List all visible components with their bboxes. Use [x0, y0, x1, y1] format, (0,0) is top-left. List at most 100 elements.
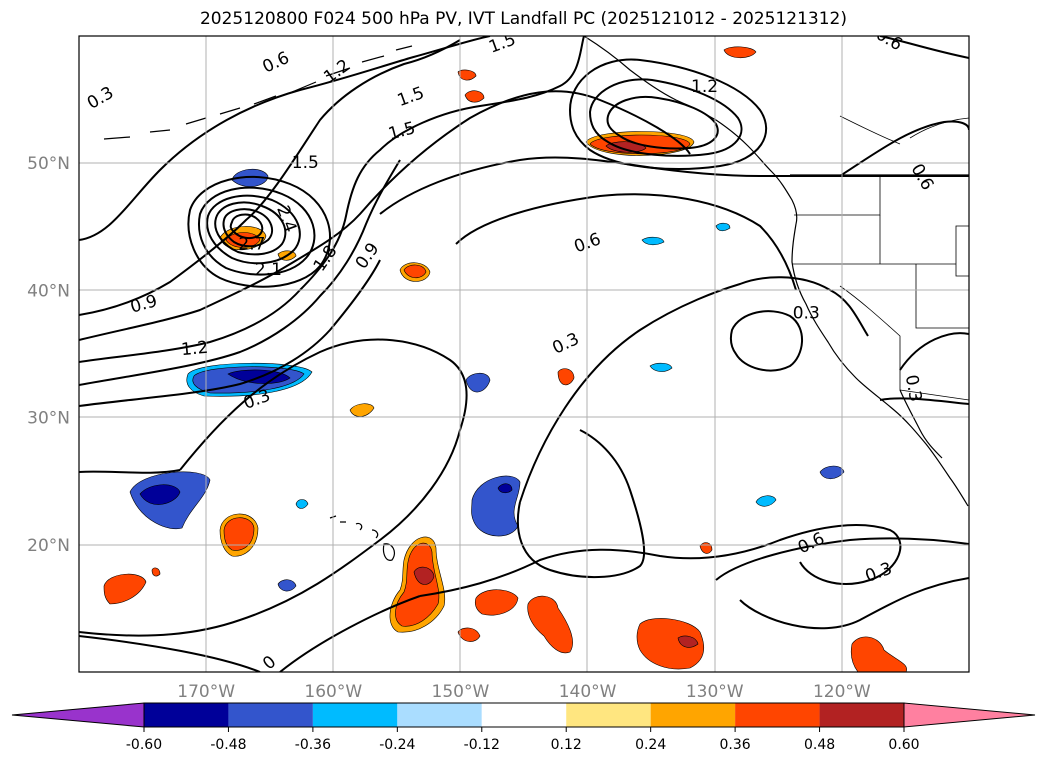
colorbar-tick-label: 0.24	[635, 737, 666, 753]
gridlines	[79, 36, 969, 672]
contour-line	[516, 429, 646, 578]
colorbar-segments	[143, 702, 905, 728]
us-west-coast	[791, 223, 969, 507]
positive-anomaly-patch	[557, 368, 575, 386]
contour-line	[279, 595, 421, 672]
positive-anomaly-patch	[151, 567, 161, 577]
negative-anomaly-patch	[497, 483, 513, 494]
colorbar-segment	[397, 703, 482, 727]
plot-area	[79, 36, 969, 672]
positive-anomaly-patch	[457, 69, 477, 81]
colorbar-segment	[819, 703, 904, 727]
colorbar-tick-label: 0.12	[551, 737, 582, 753]
contour-line	[519, 276, 869, 503]
contour-line	[79, 259, 381, 407]
contour-line	[455, 193, 797, 291]
lat-tick-label: 30°N	[27, 409, 70, 429]
negative-anomaly-patch	[465, 372, 491, 393]
colorbar-tick-label: -0.60	[126, 737, 162, 753]
contour-value-label: 2.1	[255, 260, 282, 280]
contour-line	[229, 213, 264, 240]
colorbar-segment	[481, 703, 567, 727]
contour-line	[715, 537, 969, 581]
colorbar-tick-label: -0.36	[295, 737, 331, 753]
negative-anomaly-patch	[231, 168, 269, 187]
contour-line	[729, 310, 804, 372]
state-border	[839, 285, 901, 390]
contour-line	[879, 36, 969, 59]
contour-line	[79, 36, 585, 363]
contour-line	[588, 78, 743, 157]
colorbar-tick-label: 0.60	[888, 737, 919, 753]
positive-anomaly-patch	[349, 403, 375, 417]
colorbar-segment	[228, 703, 313, 727]
negative-anomaly-patch	[295, 499, 309, 509]
contour-line	[879, 397, 969, 405]
positive-anomaly-patch	[850, 636, 907, 672]
contour-line	[79, 39, 461, 316]
colorbar-tick-label: -0.48	[210, 737, 246, 753]
latitude-labels: 20°N 30°N 40°N 50°N	[27, 154, 70, 556]
contour-value-label: 0.3	[901, 373, 925, 403]
state-border	[915, 264, 969, 329]
negative-anomaly-patch	[819, 465, 845, 480]
colorbar-segment	[144, 703, 229, 727]
positive-anomaly-patch	[464, 90, 485, 103]
lon-tick-label: 160°W	[304, 682, 362, 702]
baja-coast	[899, 389, 943, 459]
state-border	[955, 225, 969, 277]
contour-line	[79, 36, 491, 241]
pv-contours	[79, 36, 969, 672]
contour-value-label: 1.2	[691, 77, 718, 97]
contour-value-label: 1.5	[292, 153, 319, 173]
lon-tick-label: 130°W	[686, 682, 744, 702]
us-mexico-border	[899, 389, 969, 401]
contour-value-label: 0.3	[793, 303, 820, 323]
contour-line	[214, 201, 287, 256]
colorbar-segment	[566, 703, 651, 727]
contour-value-label: 1.2	[180, 338, 209, 360]
contour-line	[222, 208, 274, 248]
positive-anomaly-patch	[223, 517, 255, 551]
contour-line	[79, 159, 401, 386]
lat-tick-label: 20°N	[27, 536, 70, 556]
positive-anomaly-patch	[103, 573, 147, 605]
lon-tick-label: 150°W	[432, 682, 490, 702]
negative-anomaly-patch	[277, 579, 297, 592]
map-title: 2025120800 F024 500 hPa PV, IVT Landfall…	[199, 9, 847, 29]
lat-tick-label: 50°N	[27, 154, 70, 174]
colorbar-segment	[650, 703, 736, 727]
positive-anomaly-patch	[457, 627, 481, 642]
map-frame	[78, 35, 970, 673]
colorbar-tick-label: 0.36	[720, 737, 751, 753]
colorbar-ticks: -0.60 -0.48 -0.36 -0.24 -0.12 0.12 0.24 0.36 0.4…	[126, 727, 920, 753]
colorbar-extend-high	[903, 702, 1036, 728]
lat-tick-label: 40°N	[27, 281, 70, 301]
colorbar-segment	[735, 703, 820, 727]
negative-anomaly-patch	[715, 222, 731, 232]
contour-line	[568, 58, 767, 170]
alaska-coast	[583, 36, 798, 225]
lon-tick-label: 120°W	[813, 682, 871, 702]
colorbar-tick-label: 0.48	[804, 737, 835, 753]
negative-anomaly-patch	[649, 362, 673, 372]
colorbar-segment	[312, 703, 398, 727]
contour-line	[606, 96, 719, 150]
positive-anomaly-patch	[605, 141, 647, 153]
colorbar-extend-low	[11, 702, 145, 728]
colorbar-tick-label: -0.12	[464, 737, 500, 753]
positive-anomaly-patch	[403, 264, 427, 279]
contour-line	[187, 175, 331, 288]
contour-line	[79, 469, 181, 474]
positive-anomaly-patch	[636, 618, 704, 670]
contour-value-label: 2.7	[238, 235, 265, 255]
colorbar: -0.60 -0.48 -0.36 -0.24 -0.12 0.12 0.24 0.36 0.4…	[11, 702, 1036, 753]
positive-anomaly-patch	[527, 595, 573, 654]
lon-tick-label: 140°W	[559, 682, 617, 702]
contour-line	[79, 635, 261, 672]
contour-line	[839, 120, 969, 177]
lon-tick-label: 170°W	[177, 682, 235, 702]
contour-line	[198, 186, 316, 276]
positive-anomaly-patch	[723, 46, 757, 59]
